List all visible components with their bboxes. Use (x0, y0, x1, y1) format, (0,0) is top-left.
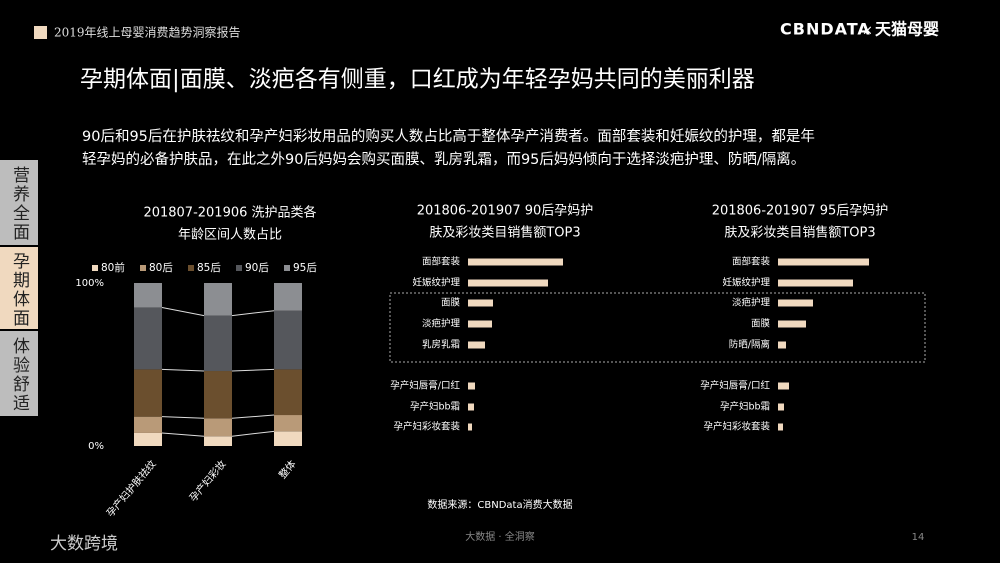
bar-segment (204, 283, 232, 316)
category-label: 面部套装 (422, 256, 461, 268)
bar (468, 258, 563, 266)
legend-swatch (284, 265, 290, 271)
category-label: 面部套装 (732, 256, 771, 268)
legend-label: 95后 (293, 262, 317, 274)
bar-segment (204, 418, 232, 437)
category-label: 孕产妇bb霜 (410, 401, 460, 413)
legend-label: 80前 (101, 261, 125, 274)
tab[interactable]: 体验舒适 (9, 337, 30, 413)
bar-segment (204, 371, 232, 419)
source: 数据来源：CBNData消费大数据 (427, 498, 572, 511)
category-label: 面膜 (441, 298, 461, 309)
bar (468, 299, 493, 307)
connector (161, 432, 205, 437)
tab-bg (0, 160, 38, 245)
category-label: 孕产妇彩妆套装 (703, 421, 770, 433)
bar (468, 320, 492, 328)
legend-swatch (92, 265, 98, 271)
highlight-box (389, 292, 926, 363)
bar-segment (274, 310, 302, 370)
tab[interactable]: 营养全面 (9, 166, 30, 242)
bar (778, 382, 789, 390)
bar (468, 382, 475, 390)
chart-title: 肤及彩妆类目销售额TOP3 (724, 225, 875, 241)
bar-segment (134, 432, 162, 446)
bar (778, 341, 786, 349)
category-label: 面膜 (751, 319, 771, 330)
connector (161, 306, 205, 317)
bar (468, 279, 548, 287)
partner: 天猫母婴 (875, 20, 939, 39)
tab[interactable]: 孕期体面 (9, 252, 30, 328)
bar-segment (134, 369, 162, 417)
connector (161, 416, 205, 419)
bar-segment (134, 307, 162, 370)
category-label: 妊娠纹护理 (722, 277, 770, 289)
bar (778, 258, 869, 266)
category-label: 孕产妇唇膏/口红 (390, 380, 460, 392)
report-title: 2019年线上母婴消费趋势洞察报告 (54, 25, 241, 40)
category-label: 孕产妇bb霜 (720, 401, 770, 413)
header-marker (34, 26, 47, 39)
legend-swatch (188, 265, 194, 271)
y-tick-label: 100% (75, 278, 104, 289)
bar (468, 341, 485, 349)
bar-segment (274, 283, 302, 311)
connector (231, 368, 275, 372)
tab-bg (0, 331, 38, 416)
tab-bg (0, 247, 38, 329)
paragraph-line: 90后和95后在护肤祛纹和孕产妇彩妆用品的购买人数占比高于整体孕产消费者。面部套… (82, 128, 815, 145)
footer-logo: 大数跨境 (50, 534, 118, 554)
category-label: 乳房乳霜 (422, 339, 460, 351)
bar-segment (204, 436, 232, 446)
category-label: 防晒/隔离 (729, 339, 770, 351)
chart-title: 201807-201906 洗护品类各 (143, 205, 316, 221)
connector (161, 368, 205, 372)
bar-segment (274, 415, 302, 432)
legend-label: 90后 (245, 262, 269, 274)
chart-title: 年龄区间人数占比 (178, 228, 282, 243)
bar (778, 279, 853, 287)
footer-slogan: 大数据 · 全洞察 (465, 530, 535, 543)
category-label: 淡疤护理 (422, 318, 461, 330)
bar-segment (204, 315, 232, 372)
connector (231, 414, 275, 419)
legend-label: 85后 (197, 262, 221, 274)
category-label: 孕产妇彩妆套装 (393, 421, 460, 433)
bar (778, 299, 813, 307)
bar (778, 423, 783, 431)
legend-swatch (236, 265, 242, 271)
category-label: 妊娠纹护理 (412, 277, 460, 289)
category-label: 淡疤护理 (732, 297, 771, 309)
bar (468, 423, 472, 431)
connector (231, 310, 275, 317)
legend-label: 80后 (149, 262, 173, 274)
chart-title: 肤及彩妆类目销售额TOP3 (429, 225, 580, 241)
chart-title: 201806-201907 90后孕妈护 (417, 204, 594, 219)
times: × (862, 24, 873, 39)
brand: CBNDATA (780, 20, 871, 39)
page-number: 14 (912, 532, 925, 543)
bar (778, 403, 784, 411)
y-tick-label: 0% (88, 441, 104, 452)
bar-segment (274, 369, 302, 416)
bar-segment (134, 283, 162, 308)
chart-title: 201806-201907 95后孕妈护 (712, 204, 889, 219)
bar-segment (134, 416, 162, 433)
bar-segment (274, 431, 302, 446)
bar (468, 403, 474, 411)
bar (778, 320, 806, 328)
legend-swatch (140, 265, 146, 271)
connector (231, 430, 275, 437)
paragraph-line: 轻孕妈的必备护肤品，在此之外90后妈妈会购买面膜、乳房乳霜，而95后妈妈倾向于选… (82, 151, 805, 168)
category-label: 孕产妇唇膏/口红 (700, 380, 770, 392)
headline: 孕期体面|面膜、淡疤各有侧重，口红成为年轻孕妈共同的美丽利器 (80, 67, 755, 93)
